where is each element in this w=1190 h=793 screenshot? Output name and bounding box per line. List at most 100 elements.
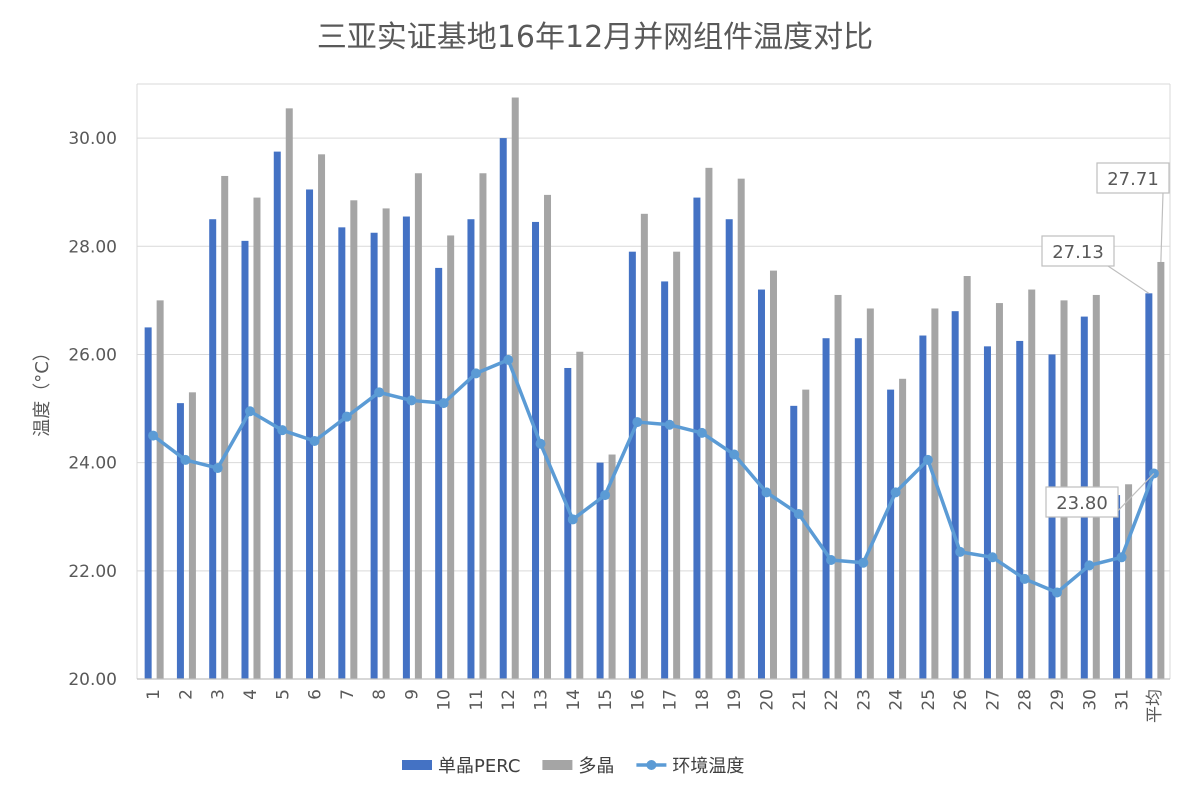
ambient-point-15 <box>600 490 611 501</box>
ambient-point-30 <box>1084 560 1095 571</box>
callout-box <box>1041 235 1115 267</box>
bar-poly-11 <box>479 173 487 679</box>
x-tick-label: 8 <box>370 689 390 700</box>
x-tick-label: 19 <box>725 689 745 711</box>
legend: 单晶PERC 多晶 环境温度 <box>402 756 744 777</box>
callout-label: 27.71 <box>1107 169 1159 190</box>
x-tick-label: 28 <box>1016 689 1036 711</box>
legend-marker <box>646 760 657 770</box>
bar-mono-perc-11 <box>467 219 475 679</box>
ambient-point-8 <box>374 387 385 398</box>
bar-poly-13 <box>544 194 552 680</box>
x-tick-label: 15 <box>596 689 616 711</box>
bar-mono-perc-16 <box>628 251 636 679</box>
bar-poly-31 <box>1125 484 1133 679</box>
x-tick-label: 23 <box>854 689 874 711</box>
x-tick-label: 2 <box>176 689 196 700</box>
x-tick-label: 6 <box>306 689 326 700</box>
y-tick-label: 24.00 <box>68 454 117 474</box>
ambient-point-19 <box>729 449 740 460</box>
x-tick-label: 12 <box>499 689 519 711</box>
bar-mono-perc-10 <box>435 267 443 679</box>
bar-mono-perc-18 <box>693 197 701 679</box>
bar-mono-perc-8 <box>370 232 378 679</box>
bar-poly-20 <box>769 270 777 679</box>
y-tick-label: 20.00 <box>68 670 117 690</box>
bar-mono-perc-9 <box>402 216 410 680</box>
x-tick-label: 26 <box>951 689 971 711</box>
bar-poly-15 <box>608 454 616 679</box>
bar-mono-perc-4 <box>241 240 249 679</box>
bar-poly-21 <box>802 389 810 679</box>
x-tick-label: 20 <box>757 689 777 711</box>
line-series <box>148 354 1159 598</box>
bar-mono-perc-6 <box>306 189 314 679</box>
bar-mono-perc-21 <box>790 405 798 679</box>
legend-label: 环境温度 <box>672 756 744 777</box>
bar-poly-26 <box>963 276 971 679</box>
bar-poly-6 <box>318 154 326 679</box>
y-tick-label: 26.00 <box>68 345 117 365</box>
bar-poly-23 <box>866 308 874 679</box>
ambient-temperature-line <box>152 358 1156 595</box>
ambient-point-3 <box>212 463 223 474</box>
x-tick-label: 31 <box>1113 689 1133 711</box>
callout-leader <box>1111 473 1155 518</box>
x-tick-label: 17 <box>661 689 681 711</box>
bar-poly-25 <box>931 308 939 679</box>
bar-mono-perc-26 <box>951 311 959 679</box>
bar-mono-perc-27 <box>983 346 991 679</box>
x-tick-label: 3 <box>209 689 229 700</box>
bar-mono-perc-17 <box>661 281 669 679</box>
ambient-point-17 <box>664 419 675 430</box>
bar-poly-1 <box>156 300 164 679</box>
bar-poly-12 <box>511 97 519 680</box>
y-axis-label: 温度（°C） <box>32 343 53 437</box>
ambient-point-20 <box>761 487 772 498</box>
ambient-point-24 <box>890 487 901 498</box>
bar-poly-19 <box>737 178 745 679</box>
ambient-point-21 <box>793 509 804 520</box>
ambient-point-22 <box>826 555 837 565</box>
bar-mono-perc-14 <box>564 367 572 679</box>
bar-poly-24 <box>899 378 907 679</box>
x-tick-label: 16 <box>628 689 648 711</box>
x-tick-label: 5 <box>273 689 293 700</box>
bar-mono-perc-22 <box>822 338 830 679</box>
bar-poly-5 <box>285 108 293 679</box>
ambient-point-16 <box>632 417 643 428</box>
ambient-point-23 <box>858 557 869 568</box>
bar-mono-perc-15 <box>596 462 604 679</box>
bar-poly-16 <box>640 213 648 679</box>
ambient-point-4 <box>244 406 255 417</box>
bar-poly-28 <box>1028 289 1036 679</box>
legend-label: 多晶 <box>578 756 614 777</box>
ambient-point-27 <box>987 552 998 563</box>
bar-poly-7 <box>350 200 358 679</box>
bar-mono-perc-24 <box>887 389 895 679</box>
x-tick-label: 平均 <box>1145 689 1165 723</box>
bar-poly-17 <box>673 251 681 679</box>
bar-poly-27 <box>995 303 1003 679</box>
ambient-point-2 <box>180 454 191 465</box>
bar-mono-perc-1 <box>144 327 152 679</box>
ambient-point-25 <box>922 454 933 465</box>
x-tick-label: 29 <box>1048 689 1068 711</box>
x-tick-label: 30 <box>1080 689 1100 711</box>
ambient-point-13 <box>535 438 546 449</box>
x-tick-label: 13 <box>532 689 552 711</box>
ambient-point-6 <box>309 436 320 446</box>
bar-marks <box>144 97 1165 680</box>
x-tick-label: 14 <box>564 689 584 711</box>
ambient-point-14 <box>567 514 578 525</box>
x-tick-label: 27 <box>983 689 1003 711</box>
callout-box <box>1045 486 1119 518</box>
callout-leader <box>1107 265 1150 294</box>
ambient-point-5 <box>277 425 288 436</box>
bar-poly-32 <box>1157 261 1165 679</box>
bar-mono-perc-25 <box>919 335 927 679</box>
x-tick-label: 10 <box>435 689 455 711</box>
x-tick-label: 4 <box>241 689 261 700</box>
